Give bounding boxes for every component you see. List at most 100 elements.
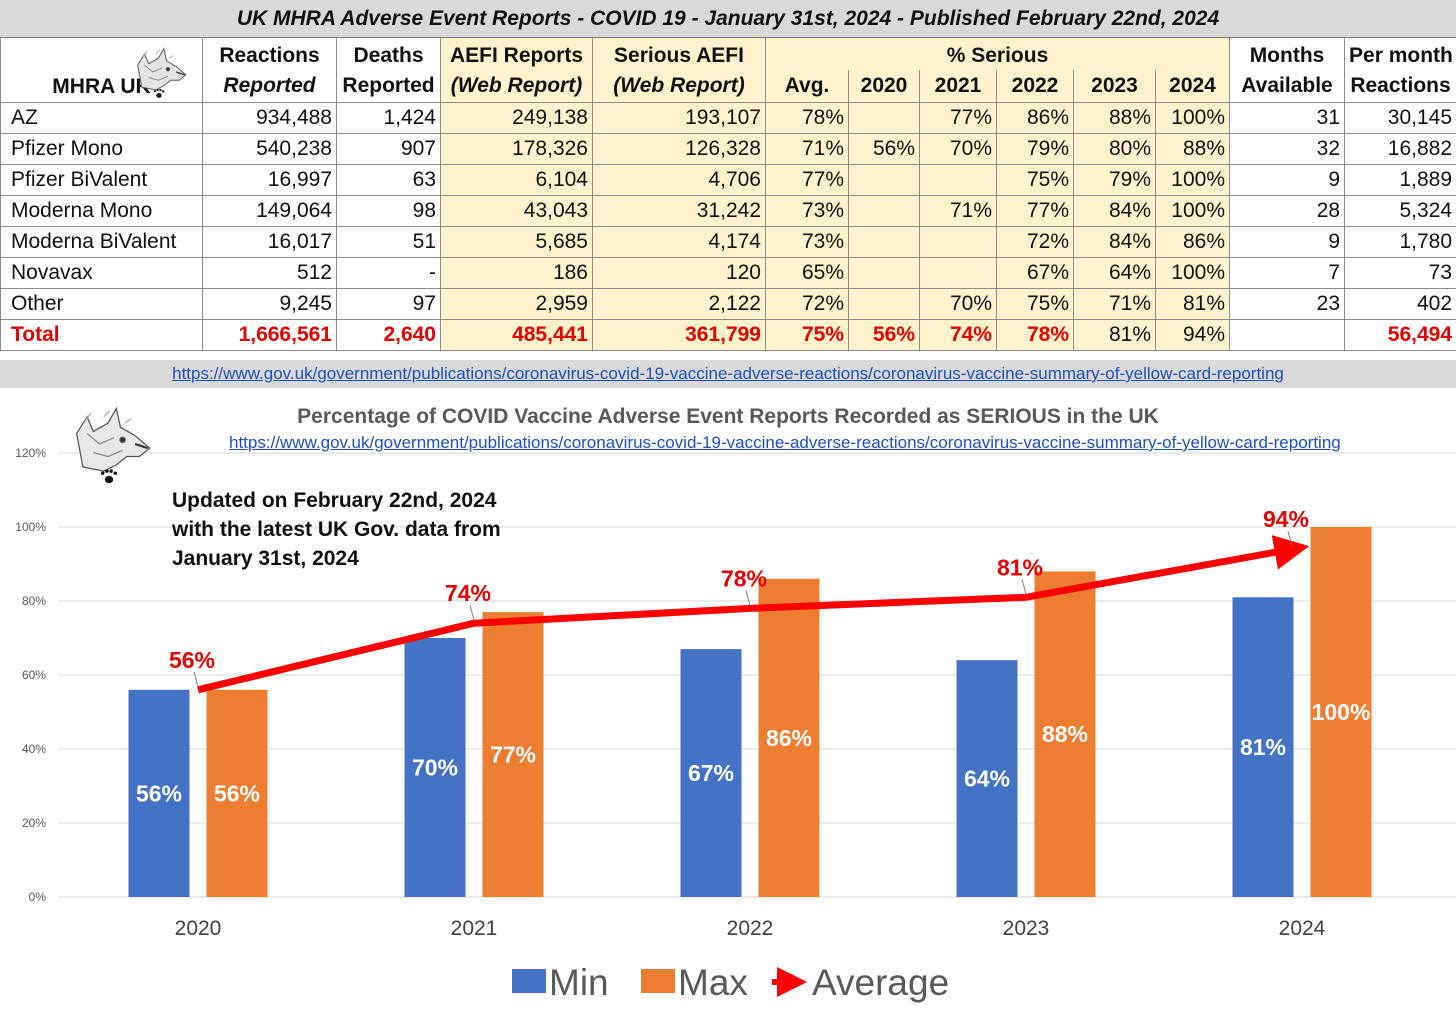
cell-per-month: 402 — [1344, 287, 1456, 320]
cell-name: Moderna Mono — [0, 194, 203, 227]
cell-reactions: 149,064 — [202, 194, 337, 227]
max-bar-2020 — [206, 689, 268, 897]
deaths-header: Deaths — [336, 38, 441, 70]
cell-deaths: 907 — [336, 132, 441, 165]
cell-per-month: 56,494 — [1344, 318, 1456, 351]
per-month-header: Per month — [1344, 38, 1456, 70]
table-total-row: Total 1,666,561 2,640 485,441 361,799 75% 56% 7… — [0, 318, 1456, 351]
data-labels: 56% 56% 2020 70% 77% 2021 67% 86% 2022 64% 88% 2023… — [136, 506, 1370, 940]
average-leader-line — [745, 590, 751, 606]
max-bar-2022 — [758, 578, 820, 897]
per-month-subheader: Reactions — [1344, 70, 1456, 103]
cell-serious: 361,799 — [592, 318, 766, 351]
cell-aefi: 2,959 — [440, 287, 593, 320]
deaths-subheader: Reported — [336, 70, 441, 103]
cell-aefi: 43,043 — [440, 194, 593, 227]
cell-deaths: 51 — [336, 225, 441, 258]
cell-avg: 75% — [765, 318, 849, 351]
cell-deaths: 98 — [336, 194, 441, 227]
chart-area: 0% 20% 40% 60% 80% 100% 120% 56% 56% 2020 70% 77% 2… — [0, 388, 1456, 1025]
pct-col-2021: 2021 — [919, 70, 997, 103]
cell-pct-2021: 77% — [919, 101, 997, 134]
chart-source-link-row: https://www.gov.uk/government/publicatio… — [200, 433, 1456, 453]
cell-pct-2020 — [848, 163, 920, 196]
cell-pct-2020 — [848, 101, 920, 134]
serious-aefi-header: Serious AEFI — [592, 38, 766, 70]
cell-pct-2021 — [919, 256, 997, 289]
cell-pct-2021: 74% — [919, 318, 997, 351]
average-label: 81% — [997, 554, 1043, 580]
pct-col-2024: 2024 — [1154, 70, 1231, 103]
cell-months: 31 — [1229, 101, 1346, 134]
average-line-layer — [193, 531, 1310, 694]
months-header: Months — [1229, 38, 1346, 70]
legend-min-label: Min — [549, 962, 609, 1003]
cell-months: 7 — [1229, 256, 1346, 289]
cell-name: AZ — [0, 101, 203, 134]
annotation-line-3: January 31st, 2024 — [172, 547, 359, 570]
cell-pct-2024: 100% — [1154, 163, 1231, 196]
x-category-label: 2023 — [1003, 917, 1050, 940]
cell-serious: 193,107 — [592, 101, 766, 134]
cell-pct-2023: 71% — [1073, 287, 1156, 320]
cell-pct-2021: 70% — [919, 132, 997, 165]
source-link[interactable]: https://www.gov.uk/government/publicatio… — [172, 364, 1284, 383]
cell-name: Novavax — [0, 256, 203, 289]
table-row: Moderna Mono 149,064 98 43,043 31,242 73% 71% 7… — [0, 194, 1456, 227]
cell-pct-2024: 81% — [1154, 287, 1231, 320]
bars — [128, 527, 1372, 897]
table-title: UK MHRA Adverse Event Reports - COVID 19… — [0, 0, 1456, 38]
adverse-events-table: MHRA UK Reactions Deaths AEFI Reports Se… — [0, 38, 1456, 351]
cell-avg: 77% — [765, 163, 849, 196]
chart-source-link[interactable]: https://www.gov.uk/government/publicatio… — [229, 433, 1341, 452]
cell-serious: 4,706 — [592, 163, 766, 196]
y-tick-label: 100% — [15, 520, 46, 534]
table-row: AZ 934,488 1,424 249,138 193,107 78% 77% 86% 88%… — [0, 101, 1456, 134]
x-category-label: 2024 — [1279, 917, 1326, 940]
months-subheader: Available — [1229, 70, 1346, 103]
cell-pct-2020 — [848, 194, 920, 227]
cell-aefi: 5,685 — [440, 225, 593, 258]
cell-aefi: 178,326 — [440, 132, 593, 165]
max-bar-label: 86% — [766, 725, 812, 751]
aefi-subheader: (Web Report) — [440, 70, 593, 103]
cell-pct-2024: 100% — [1154, 256, 1231, 289]
aefi-header: AEFI Reports — [440, 38, 593, 70]
cell-per-month: 73 — [1344, 256, 1456, 289]
pct-col-avg: Avg. — [765, 70, 849, 103]
cell-pct-2023: 80% — [1073, 132, 1156, 165]
min-bar-label: 81% — [1240, 734, 1286, 760]
cell-pct-2020: 56% — [848, 132, 920, 165]
max-bar-label: 100% — [1312, 699, 1371, 725]
reactions-header: Reactions — [202, 38, 337, 70]
update-annotation: Updated on February 22nd, 2024 with the … — [172, 486, 501, 573]
cell-pct-2023: 64% — [1073, 256, 1156, 289]
cell-pct-2022: 77% — [996, 194, 1074, 227]
y-tick-label: 60% — [22, 668, 46, 682]
average-label: 56% — [169, 647, 215, 673]
min-bar-label: 70% — [412, 755, 458, 781]
average-line — [197, 535, 1310, 694]
average-leader-line — [193, 671, 199, 687]
chart-title: Percentage of COVID Vaccine Adverse Even… — [297, 405, 1159, 428]
legend-min-swatch — [512, 969, 546, 993]
average-leader-line — [1021, 579, 1027, 595]
cell-pct-2022: 79% — [996, 132, 1074, 165]
cell-months: 9 — [1229, 225, 1346, 258]
table-row: Pfizer BiValent 16,997 63 6,104 4,706 77% 75% 7… — [0, 163, 1456, 196]
min-bar-label: 64% — [964, 766, 1010, 792]
cell-per-month: 5,324 — [1344, 194, 1456, 227]
cell-pct-2023: 88% — [1073, 101, 1156, 134]
cell-pct-2021: 71% — [919, 194, 997, 227]
gridlines: 0% 20% 40% 60% 80% 100% 120% — [15, 446, 1456, 904]
average-label: 74% — [445, 580, 491, 606]
max-bar-2024 — [1310, 527, 1372, 897]
cell-pct-2021: 70% — [919, 287, 997, 320]
x-category-label: 2021 — [451, 917, 498, 940]
cell-pct-2024: 94% — [1154, 318, 1231, 351]
max-bar-2023 — [1034, 571, 1096, 897]
pct-col-2023: 2023 — [1073, 70, 1156, 103]
cell-aefi: 6,104 — [440, 163, 593, 196]
cell-serious: 120 — [592, 256, 766, 289]
cell-pct-2022: 75% — [996, 287, 1074, 320]
